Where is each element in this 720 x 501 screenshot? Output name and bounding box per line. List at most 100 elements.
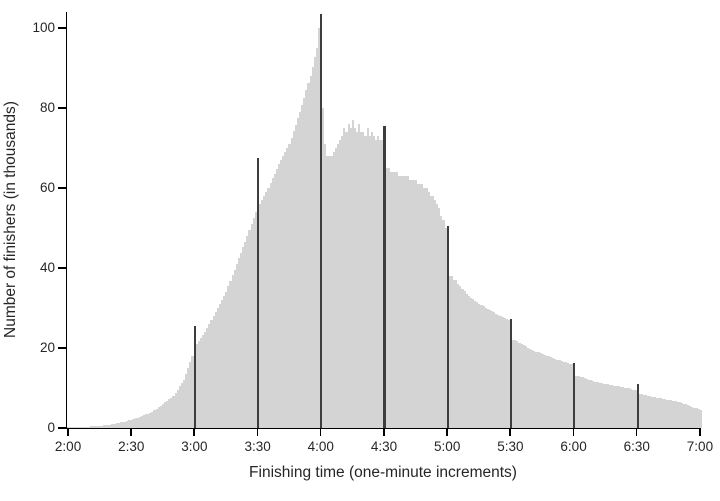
bar <box>590 380 593 428</box>
bar <box>250 224 253 428</box>
bar <box>69 427 72 428</box>
bar <box>360 132 363 428</box>
bar <box>592 381 595 428</box>
bar <box>174 392 177 428</box>
x-tick-mark <box>635 428 638 436</box>
bar <box>655 397 658 428</box>
bar <box>355 132 359 428</box>
bar <box>288 144 291 428</box>
bar <box>410 180 413 428</box>
bar <box>164 402 167 428</box>
bar <box>387 168 390 428</box>
bar <box>109 424 112 428</box>
bar <box>254 212 257 428</box>
bar <box>486 308 489 428</box>
x-axis-title: Finishing time (one-minute increments) <box>249 464 517 481</box>
bar <box>233 269 236 428</box>
bar <box>353 128 356 428</box>
bar <box>455 280 458 428</box>
y-tick-mark <box>58 107 67 109</box>
bar <box>393 172 397 428</box>
bar <box>273 173 276 428</box>
bar <box>501 316 504 428</box>
bar <box>389 172 392 428</box>
bar <box>400 176 403 428</box>
bar <box>303 97 306 428</box>
spike-bar <box>573 362 576 428</box>
x-tick-label: 5:00 <box>434 439 461 454</box>
bar <box>214 312 217 428</box>
bar <box>246 236 249 428</box>
bar <box>438 208 441 428</box>
bar <box>577 376 580 428</box>
bar <box>493 312 496 428</box>
bar <box>396 172 399 428</box>
bar <box>277 164 281 428</box>
bar <box>77 426 80 428</box>
bar <box>206 328 209 428</box>
bar <box>252 218 255 428</box>
bar <box>628 388 631 428</box>
bar <box>111 424 114 428</box>
bar <box>197 340 200 428</box>
bar <box>104 425 108 428</box>
bar <box>301 104 304 428</box>
y-tick-mark <box>58 267 67 269</box>
bar <box>180 383 184 428</box>
x-tick-label: 6:00 <box>560 439 587 454</box>
bar <box>564 362 567 428</box>
bar <box>119 422 122 428</box>
bar <box>322 108 325 428</box>
bar <box>554 358 557 428</box>
x-tick-mark <box>446 428 448 436</box>
bar <box>522 345 525 428</box>
bar <box>609 384 612 428</box>
y-tick-label: 0 <box>47 420 55 435</box>
bar <box>543 354 546 428</box>
x-tick-label: 3:00 <box>181 439 208 454</box>
bar <box>231 275 234 428</box>
bar <box>294 124 297 428</box>
bar <box>239 252 243 428</box>
bar <box>689 406 692 428</box>
bar <box>341 136 344 428</box>
bar <box>227 286 230 428</box>
bar <box>619 386 622 428</box>
bar <box>412 180 416 428</box>
x-tick-mark <box>509 428 511 436</box>
bar <box>98 425 101 428</box>
x-tick-label: 7:00 <box>686 439 714 454</box>
bar <box>79 426 82 428</box>
bar <box>107 424 110 428</box>
bar <box>461 288 464 428</box>
bar <box>436 204 439 428</box>
bar <box>678 402 681 428</box>
bar <box>391 172 394 428</box>
bar <box>362 132 365 428</box>
bar <box>537 352 540 428</box>
bar <box>168 399 171 428</box>
bar <box>379 140 382 428</box>
y-tick-label: 20 <box>39 340 55 355</box>
y-tick-label: 100 <box>32 20 55 35</box>
bar <box>421 184 424 428</box>
x-tick-label: 2:30 <box>118 439 145 454</box>
bar <box>598 382 601 428</box>
bar <box>286 148 289 428</box>
bar <box>693 407 696 428</box>
bar <box>318 28 321 428</box>
bar <box>157 407 160 428</box>
bar <box>149 412 152 428</box>
bar <box>453 280 456 428</box>
bar <box>406 176 409 428</box>
bar <box>67 427 70 428</box>
bar <box>613 385 616 428</box>
bar <box>117 422 120 428</box>
bar <box>607 384 610 428</box>
bar <box>490 311 494 428</box>
bar <box>657 398 660 428</box>
bar <box>558 360 561 428</box>
bars <box>67 12 702 428</box>
bar <box>115 423 118 428</box>
bar <box>199 338 202 428</box>
